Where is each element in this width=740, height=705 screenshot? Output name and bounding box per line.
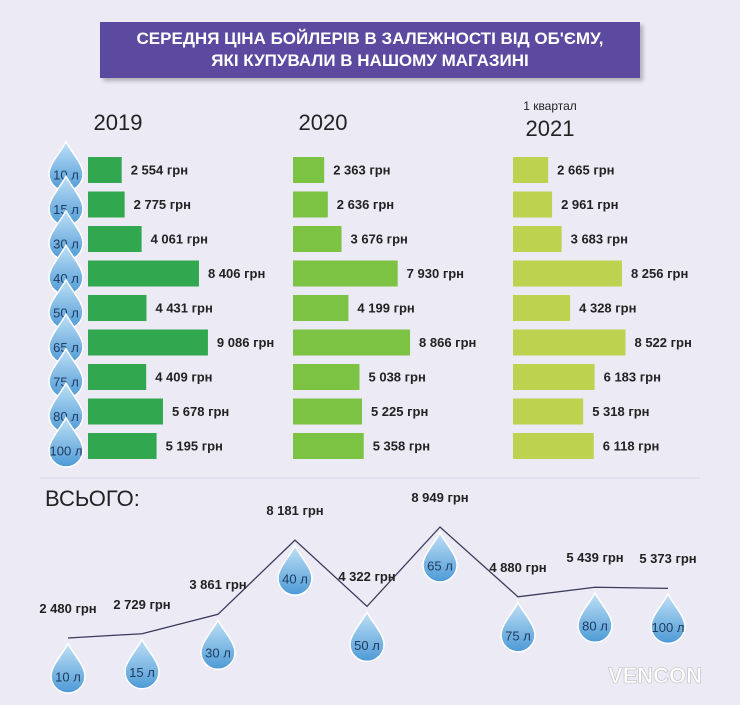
bar bbox=[293, 226, 342, 252]
value-label: 5 318 грн bbox=[592, 404, 649, 419]
drop bbox=[124, 637, 160, 690]
drop bbox=[50, 642, 86, 694]
bar bbox=[293, 364, 360, 390]
drop bbox=[277, 544, 313, 596]
bar bbox=[513, 364, 595, 390]
value-label: 4 328 грн bbox=[579, 300, 636, 315]
value-label: 4 409 грн bbox=[155, 369, 212, 384]
drop-label: 10 л bbox=[55, 669, 81, 684]
value-label: 8 181 грн bbox=[266, 503, 324, 519]
value-label: 6 118 грн bbox=[603, 438, 660, 453]
drop bbox=[650, 592, 686, 645]
value-label: 3 861 грн bbox=[189, 577, 247, 593]
bar bbox=[513, 157, 549, 183]
bar bbox=[88, 157, 122, 183]
drop-label: 50 л bbox=[354, 638, 380, 653]
chart-title: СЕРЕДНЯ ЦІНА БОЙЛЕРІВ В ЗАЛЕЖНОСТІ ВІД О… bbox=[100, 22, 640, 78]
drop bbox=[200, 618, 236, 671]
value-label: 5 038 грн bbox=[369, 369, 426, 384]
logo: VENCON bbox=[608, 663, 702, 688]
drop-label: 65 л bbox=[427, 558, 453, 573]
value-label: 2 554 грн bbox=[131, 162, 188, 177]
bar bbox=[293, 157, 325, 183]
drop-label: 100 л bbox=[50, 443, 83, 458]
bar bbox=[88, 433, 157, 459]
value-label: 5 439 грн bbox=[566, 550, 624, 566]
bar bbox=[513, 260, 622, 287]
drop bbox=[577, 591, 613, 643]
bar bbox=[513, 398, 584, 425]
bar bbox=[293, 295, 349, 321]
value-label: 3 676 грн bbox=[351, 231, 408, 246]
value-label: 5 373 грн bbox=[639, 551, 697, 567]
value-label: 2 729 грн bbox=[113, 596, 171, 612]
series-label: 2020 bbox=[299, 110, 348, 135]
drop-label: 80 л bbox=[582, 619, 608, 634]
value-label: 4 061 грн bbox=[151, 231, 208, 246]
bar bbox=[88, 398, 163, 425]
value-label: 7 930 грн bbox=[407, 266, 464, 281]
total-line bbox=[67, 526, 669, 639]
drop-label: 100 л bbox=[652, 620, 685, 635]
bar bbox=[88, 191, 125, 218]
drop bbox=[422, 531, 458, 583]
total-title: ВСЬОГО: bbox=[45, 486, 140, 511]
value-label: 2 363 грн bbox=[333, 162, 390, 177]
value-label: 5 225 грн bbox=[371, 404, 428, 419]
drop-label: 75 л bbox=[505, 628, 531, 643]
bar bbox=[88, 260, 199, 287]
value-label: 4 880 грн bbox=[489, 559, 547, 575]
value-label: 2 665 грн bbox=[557, 162, 614, 177]
bar bbox=[88, 295, 147, 321]
value-label: 4 322 грн bbox=[338, 569, 396, 585]
bar bbox=[513, 295, 571, 321]
bar bbox=[513, 226, 562, 252]
bar bbox=[293, 191, 328, 218]
drop bbox=[500, 600, 536, 653]
value-label: 2 480 грн bbox=[39, 601, 97, 616]
value-label: 4 199 грн bbox=[357, 300, 414, 315]
value-label: 5 195 грн bbox=[166, 438, 223, 453]
value-label: 8 256 грн bbox=[631, 266, 688, 281]
value-label: 8 406 грн bbox=[208, 266, 265, 281]
bar bbox=[88, 226, 142, 252]
bar bbox=[88, 364, 147, 390]
bar bbox=[293, 398, 362, 425]
drop-label: 30 л bbox=[205, 646, 231, 661]
drop-label: 15 л bbox=[129, 665, 155, 680]
value-label: 8 522 грн bbox=[634, 335, 691, 350]
bar bbox=[293, 329, 411, 356]
value-label: 2 961 грн bbox=[561, 197, 618, 212]
value-label: 8 949 грн bbox=[411, 489, 469, 505]
drop-label: 40 л bbox=[282, 572, 308, 587]
drop bbox=[349, 610, 385, 663]
series-label: 2019 bbox=[94, 110, 143, 135]
value-label: 6 183 грн bbox=[604, 369, 661, 384]
value-label: 9 086 грн bbox=[217, 335, 274, 350]
bar bbox=[513, 191, 553, 218]
bar bbox=[513, 433, 594, 459]
value-label: 4 431 грн bbox=[155, 300, 212, 315]
value-label: 2 636 грн bbox=[337, 197, 394, 212]
value-label: 5 358 грн bbox=[373, 438, 430, 453]
value-label: 2 775 грн bbox=[134, 197, 191, 212]
bar bbox=[88, 329, 208, 356]
bar bbox=[293, 433, 364, 459]
period-annotation: 1 квартал bbox=[523, 99, 577, 113]
value-label: 3 683 грн bbox=[571, 231, 628, 246]
bar bbox=[513, 329, 626, 356]
series-label: 2021 bbox=[526, 116, 575, 141]
value-label: 8 866 грн bbox=[419, 335, 476, 350]
value-label: 5 678 грн bbox=[172, 404, 229, 419]
bar bbox=[293, 260, 398, 287]
drop bbox=[48, 416, 84, 468]
